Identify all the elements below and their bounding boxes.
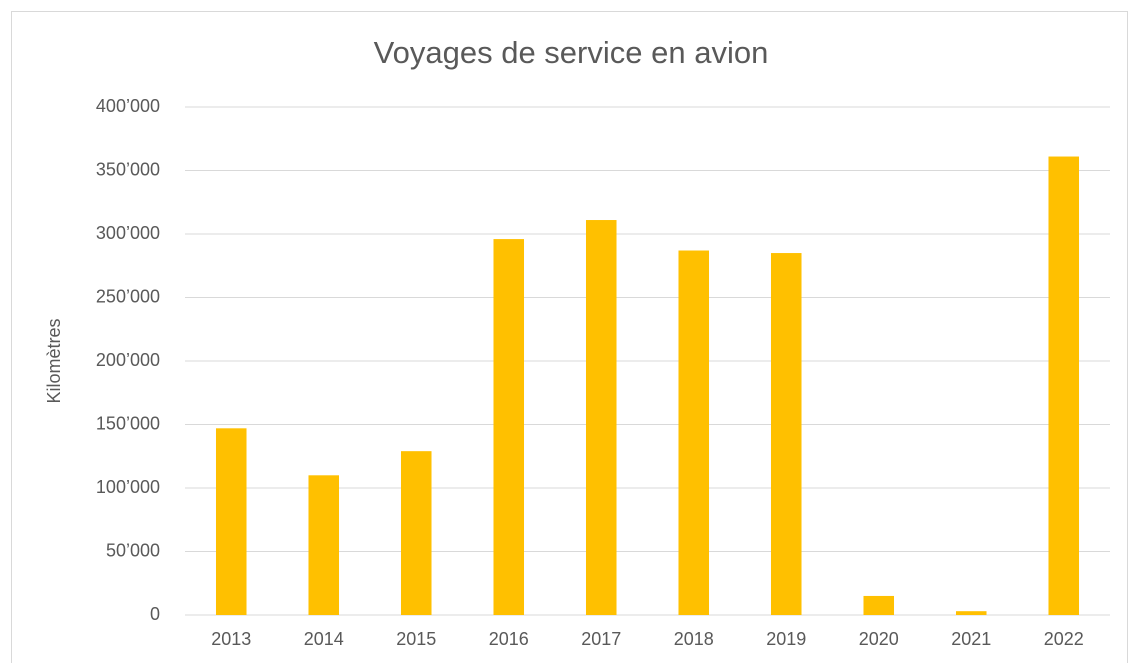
bar bbox=[863, 595, 895, 615]
x-tick-label: 2016 bbox=[489, 629, 529, 649]
y-tick-label: 50’000 bbox=[106, 540, 160, 560]
x-tick-label: 2018 bbox=[674, 629, 714, 649]
x-tick-label: 2017 bbox=[581, 629, 621, 649]
bar bbox=[1048, 156, 1080, 615]
y-tick-label: 250’000 bbox=[96, 286, 160, 306]
bar bbox=[400, 451, 432, 615]
x-tick-label: 2021 bbox=[951, 629, 991, 649]
bar bbox=[678, 250, 710, 615]
x-tick-label: 2020 bbox=[859, 629, 899, 649]
bar bbox=[493, 239, 525, 615]
y-axis-label: Kilomètres bbox=[44, 318, 64, 403]
y-tick-label: 350’000 bbox=[96, 159, 160, 179]
bar bbox=[585, 220, 617, 615]
bar bbox=[308, 475, 340, 615]
bar bbox=[215, 428, 247, 615]
bar bbox=[770, 253, 802, 616]
x-tick-label: 2014 bbox=[304, 629, 344, 649]
y-tick-label: 100’000 bbox=[96, 477, 160, 497]
bar bbox=[955, 611, 987, 615]
y-tick-label: 300’000 bbox=[96, 223, 160, 243]
chart-frame bbox=[11, 11, 1128, 663]
y-tick-label: 200’000 bbox=[96, 350, 160, 370]
y-tick-label: 150’000 bbox=[96, 413, 160, 433]
chart-title: Voyages de service en avion bbox=[374, 35, 769, 70]
x-tick-label: 2015 bbox=[396, 629, 436, 649]
y-tick-label: 0 bbox=[150, 604, 160, 624]
x-tick-label: 2022 bbox=[1044, 629, 1084, 649]
y-tick-label: 400’000 bbox=[96, 96, 160, 116]
x-tick-label: 2013 bbox=[211, 629, 251, 649]
x-tick-label: 2019 bbox=[766, 629, 806, 649]
